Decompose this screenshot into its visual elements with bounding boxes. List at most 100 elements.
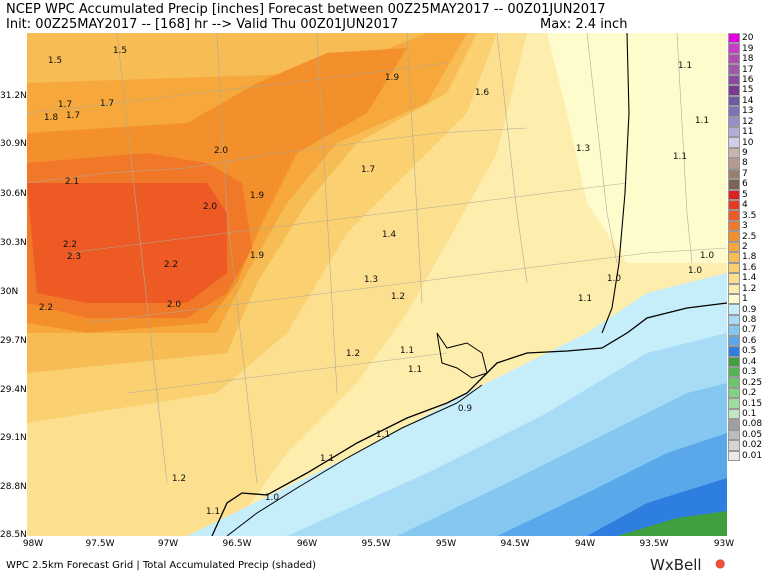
- legend-entry: 0.2: [728, 387, 768, 399]
- legend-label: 0.2: [742, 388, 757, 399]
- legend-label: 0.25: [742, 377, 763, 388]
- legend-swatch: [728, 273, 740, 284]
- legend-swatch: [728, 283, 740, 294]
- legend-entry: 0.5: [728, 346, 768, 357]
- legend-swatch: [728, 241, 740, 253]
- brand-dot-icon: ●: [715, 556, 726, 570]
- lon-label: 97.5W: [85, 539, 115, 549]
- legend-entry: 7: [728, 168, 768, 180]
- legend-label: 2.5: [742, 231, 757, 242]
- lat-label: 30N: [0, 287, 19, 297]
- legend-swatch: [728, 64, 740, 75]
- header-title: NCEP WPC Accumulated Precip [inches] For…: [6, 2, 606, 17]
- legend-swatch: [728, 147, 740, 159]
- value-label: 1.7: [58, 100, 72, 110]
- legend-label: 1.8: [742, 252, 757, 263]
- legend-swatch: [728, 419, 740, 430]
- legend-entry: 0.15: [728, 398, 768, 409]
- header-init-valid: Init: 00Z25MAY2017 -- [168] hr --> Valid…: [6, 17, 399, 32]
- lat-label: 31.2N: [0, 91, 27, 101]
- legend-swatch: [728, 33, 740, 44]
- value-label: 1.0: [607, 274, 622, 284]
- value-label: 1.8: [44, 113, 59, 123]
- legend-label: 0.05: [742, 429, 763, 440]
- value-label: 1.1: [206, 507, 220, 517]
- legend-swatch: [728, 200, 740, 211]
- value-label: 2.0: [167, 300, 182, 310]
- legend-label: 0.3: [742, 367, 757, 378]
- legend-entry: 18: [728, 53, 768, 65]
- value-label: 1.1: [578, 294, 592, 304]
- legend-entry: 0.08: [728, 419, 768, 430]
- legend-label: 2: [742, 241, 748, 252]
- color-legend: 20 19 18 17 16 15 14 13 12 11 10 9 8 7 6 5 4 3.5 3 2.5 2 1.8 1…: [728, 33, 768, 461]
- lat-label: 29.4N: [0, 385, 27, 395]
- legend-entry: 15: [728, 85, 768, 96]
- value-label: 1.2: [346, 349, 360, 359]
- legend-entry: 8: [728, 158, 768, 169]
- value-label: 1.1: [673, 152, 687, 162]
- value-label: 2.2: [164, 260, 178, 270]
- legend-entry: 20: [728, 33, 768, 44]
- value-label: 1.9: [250, 191, 265, 201]
- legend-entry: 2.5: [728, 231, 768, 242]
- lat-label: 29.7N: [0, 336, 27, 346]
- legend-entry: 9: [728, 147, 768, 159]
- lon-label: 95W: [435, 539, 457, 549]
- legend-label: 19: [742, 43, 754, 54]
- lon-label: 96.5W: [222, 539, 252, 549]
- legend-label: 9: [742, 148, 748, 159]
- legend-swatch: [728, 262, 740, 274]
- legend-swatch: [728, 210, 740, 221]
- footer-caption: WPC 2.5km Forecast Grid | Total Accumula…: [6, 560, 317, 571]
- legend-label: 10: [742, 137, 754, 148]
- lon-label: 93.5W: [639, 539, 669, 549]
- value-label: 2.1: [65, 177, 79, 187]
- legend-entry: 1.4: [728, 273, 768, 284]
- legend-label: 20: [742, 33, 754, 44]
- legend-swatch: [728, 189, 740, 200]
- legend-swatch: [728, 387, 740, 399]
- value-label: 1.6: [475, 88, 490, 98]
- legend-entry: 0.4: [728, 356, 768, 367]
- legend-label: 0.08: [742, 419, 763, 430]
- lat-label: 29.1N: [0, 433, 27, 443]
- value-label: 1.5: [113, 46, 127, 56]
- legend-label: 0.9: [742, 304, 757, 315]
- lon-label: 93W: [713, 539, 735, 549]
- legend-swatch: [728, 168, 740, 180]
- value-label: 2.0: [203, 202, 218, 212]
- legend-swatch: [728, 158, 740, 169]
- legend-entry: 1: [728, 293, 768, 305]
- legend-entry: 1.2: [728, 283, 768, 294]
- legend-entry: 0.25: [728, 377, 768, 388]
- value-label: 1.2: [391, 292, 405, 302]
- legend-entry: 6: [728, 179, 768, 190]
- legend-label: 14: [742, 95, 754, 106]
- legend-swatch: [728, 325, 740, 336]
- value-label: 1.9: [250, 251, 265, 261]
- legend-swatch: [728, 429, 740, 441]
- legend-label: 1.6: [742, 262, 757, 273]
- lat-label: 30.6N: [0, 189, 27, 199]
- header-max: Max: 2.4 inch: [540, 17, 628, 32]
- brand-logo: WxBell: [650, 556, 702, 574]
- lat-label: 28.8N: [0, 482, 27, 492]
- legend-entry: 0.1: [728, 408, 768, 420]
- value-label: 1.0: [688, 266, 703, 276]
- legend-label: 11: [742, 127, 754, 138]
- legend-swatch: [728, 440, 740, 451]
- legend-label: 3.5: [742, 210, 757, 221]
- legend-label: 15: [742, 85, 754, 96]
- legend-swatch: [728, 179, 740, 190]
- value-label: 1.1: [320, 454, 334, 464]
- legend-entry: 0.9: [728, 304, 768, 315]
- legend-label: 13: [742, 106, 754, 117]
- legend-entry: 13: [728, 106, 768, 117]
- lon-label: 98W: [22, 539, 44, 549]
- value-label: 1.4: [382, 230, 397, 240]
- value-label: 1.3: [364, 275, 378, 285]
- legend-entry: 10: [728, 137, 768, 148]
- legend-entry: 5: [728, 189, 768, 200]
- legend-entry: 0.02: [728, 440, 768, 451]
